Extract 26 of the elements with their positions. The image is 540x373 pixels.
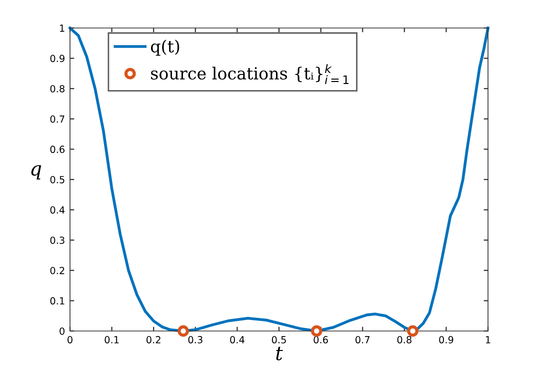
legend-label: source locations {tᵢ}$^{k}$$_{i=1}$ <box>151 64 348 84</box>
x-tick-label: 0 <box>68 336 72 344</box>
y-tick-label: 0.8 <box>50 85 64 92</box>
x-tick-label: 0.8 <box>397 336 412 344</box>
y-tick-label: 0.6 <box>50 146 65 154</box>
x-tick-label: 0.3 <box>188 336 202 344</box>
y-tick-label: 0.2 <box>50 266 64 274</box>
y-tick-label: 0.9 <box>50 54 64 62</box>
x-axis-title: t <box>276 346 283 360</box>
y-tick-label: 0.7 <box>50 115 64 123</box>
y-axis-title: q <box>31 165 42 180</box>
y-tick-label: 0.3 <box>50 236 64 244</box>
x-tick-label: 0.6 <box>314 336 328 344</box>
y-tick-label: 1 <box>60 24 64 32</box>
legend-label: q(t) <box>150 40 180 56</box>
x-tick-label: 0.2 <box>146 336 160 344</box>
x-tick-label: 0.1 <box>104 336 119 344</box>
x-tick-label: 0.9 <box>439 336 454 344</box>
x-tick-label: 0.7 <box>356 336 370 344</box>
y-tick-label: 0 <box>60 327 64 335</box>
x-tick-label: 0.5 <box>272 336 286 344</box>
y-tick-label: 0.5 <box>50 176 64 184</box>
y-tick-label: 0.4 <box>50 206 65 214</box>
y-tick-label: 0.1 <box>50 297 64 305</box>
x-tick-label: 0.4 <box>230 336 244 344</box>
x-tick-label: 1 <box>486 336 490 344</box>
